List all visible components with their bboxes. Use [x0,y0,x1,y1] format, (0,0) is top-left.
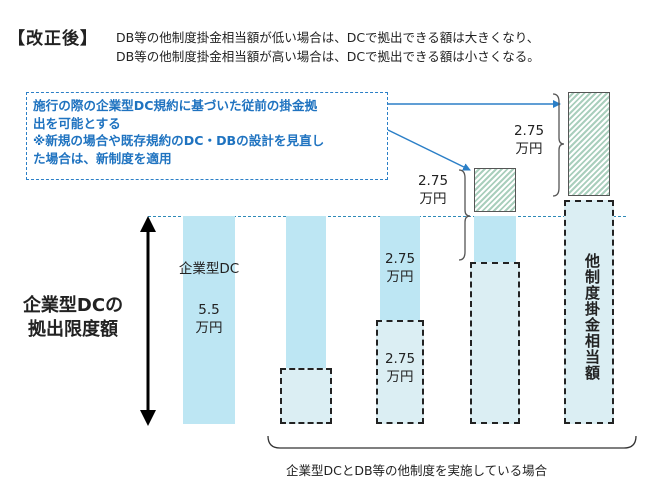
header-line-1: DB等の他制度掛金相当額が低い場合は、DCで拠出できる額は大きくなり、 [116,30,540,45]
bar3-bottom-value: 2.75 万円 [384,351,416,385]
limit-double-arrow [140,216,156,426]
bar4-value: 2.75 万円 [417,173,449,207]
callout-line-1: 施行の際の企業型DC規約に基づいた従前の掛金拠 [33,98,318,113]
other-plan-vertical-label: 他制度掛金相当額 [583,253,601,381]
other-plan-box-4 [470,262,520,424]
callout-arrow-lower [387,129,471,171]
header-tag: 【改正後】 [8,29,98,49]
dc-bar-3 [380,216,420,320]
other-plan-box-5 [564,200,614,424]
dc-limit-label: 企業型DCの 拠出限度額 [22,295,124,340]
callout-line-3: ※新規の場合や既存規約のDC・DBの設計を見直し [33,133,325,148]
header-line-2: DB等の他制度掛金相当額が高い場合は、DCで拠出できる額は小さくなる。 [116,49,540,64]
bar1-value: 5.5 万円 [195,302,223,336]
bottom-bracket [267,435,637,449]
bar3-top-value: 2.75 万円 [384,251,416,285]
footer-caption: 企業型DCとDB等の他制度を実施している場合 [286,463,548,478]
hatched-prior-contribution-4 [474,168,516,212]
dc-bar-4 [474,216,516,262]
bar1-title: 企業型DC [178,261,240,277]
dc-bar-1 [183,216,235,424]
callout-line-4: た場合は、新制度を適用 [33,150,172,166]
bar5-value: 2.75 万円 [513,123,545,157]
other-plan-box-3 [376,320,424,424]
bar5-brace [552,93,565,197]
hatched-prior-contribution-5 [568,92,610,196]
other-plan-box-2 [280,368,332,424]
bar4-brace [458,169,471,261]
transition-callout: 施行の際の企業型DC規約に基づいた従前の掛金拠 出を可能とする ※新規の場合や既… [26,92,388,180]
callout-line-2: 出を可能とする [33,115,121,131]
